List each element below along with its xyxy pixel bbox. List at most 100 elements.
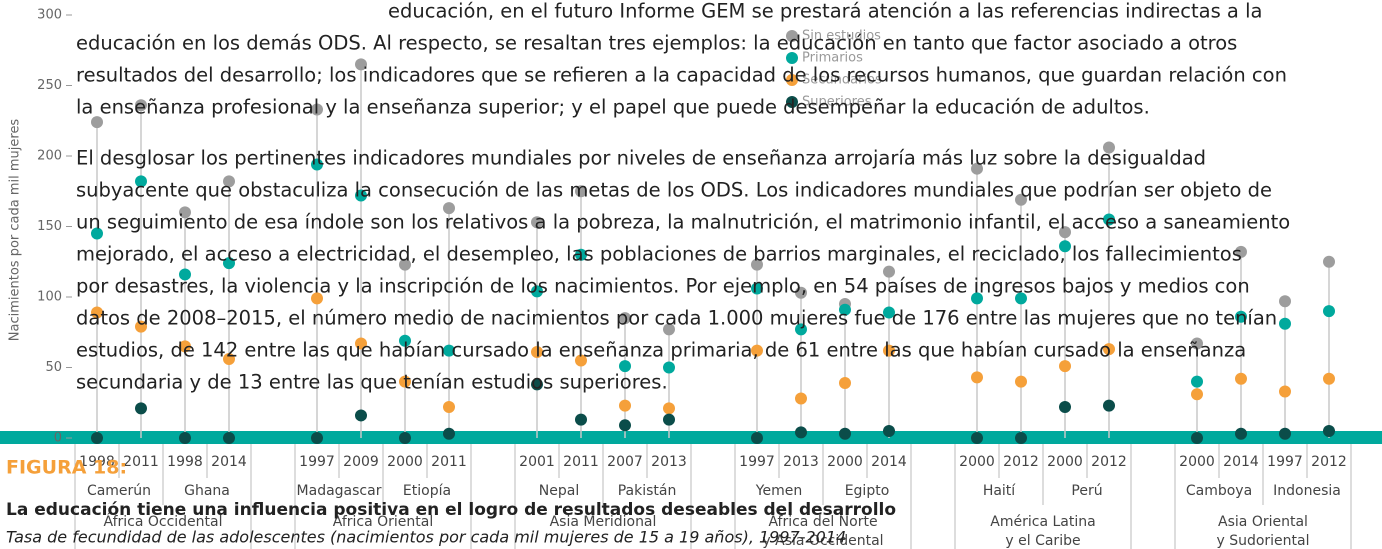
dot — [1235, 427, 1247, 440]
region-label: África Occidental — [103, 513, 222, 530]
dot — [179, 340, 191, 353]
x-tick-label: 2013 — [783, 454, 819, 470]
dot — [619, 360, 631, 373]
x-tick-label: 2014 — [871, 454, 907, 470]
dot — [795, 286, 807, 299]
dot — [619, 419, 631, 432]
dot — [1191, 432, 1203, 444]
dot — [663, 402, 675, 415]
x-tick-label: 2011 — [123, 454, 159, 470]
dot — [1323, 424, 1335, 437]
country-label: Madagascar — [297, 483, 382, 499]
dot — [751, 282, 763, 295]
dot — [91, 432, 103, 444]
x-tick-label: 1998 — [167, 454, 203, 470]
dot — [619, 399, 631, 412]
x-tick-label: 2014 — [211, 454, 247, 470]
dot — [399, 375, 411, 388]
dot — [135, 402, 147, 415]
dot — [91, 227, 103, 240]
country-label: Egipto — [845, 483, 890, 499]
y-tick-label: 150 — [37, 219, 62, 234]
x-tick-label: 2011 — [563, 454, 599, 470]
legend-label: Sin estudios — [802, 29, 881, 44]
dot — [1103, 343, 1115, 356]
dot — [531, 345, 543, 358]
x-tick-label: 2012 — [1311, 454, 1347, 470]
dot — [443, 202, 455, 215]
dot — [619, 312, 631, 325]
country-label: Pakistán — [618, 483, 677, 499]
dot — [1235, 372, 1247, 385]
region-label: Asia Oriental — [1218, 514, 1308, 530]
legend-swatch — [786, 30, 798, 42]
x-tick-label: 2013 — [651, 454, 687, 470]
dot — [311, 103, 323, 116]
x-tick-label: 2000 — [959, 454, 995, 470]
legend-swatch — [786, 74, 798, 86]
region-label: Asia Meridional — [550, 514, 657, 530]
dot — [1235, 310, 1247, 323]
dot — [179, 268, 191, 281]
dot — [971, 432, 983, 444]
region-label: y Sudoriental — [1216, 533, 1309, 549]
country-label: Yemen — [755, 483, 802, 499]
body-line: El desglosar los pertinentes indicadores… — [76, 147, 1206, 170]
dot — [751, 432, 763, 444]
dot — [1015, 193, 1027, 206]
dot — [1191, 388, 1203, 401]
x-tick-label: 2000 — [827, 454, 863, 470]
dot — [971, 371, 983, 384]
dot — [399, 334, 411, 347]
x-tick-label: 2007 — [607, 454, 643, 470]
country-label: Camerún — [87, 483, 151, 499]
dot — [751, 258, 763, 271]
dot — [355, 189, 367, 202]
x-tick-label: 2000 — [1179, 454, 1215, 470]
dot — [1059, 400, 1071, 413]
x-tick-label: 2012 — [1091, 454, 1127, 470]
dot — [531, 378, 543, 391]
y-tick-label: 250 — [37, 78, 62, 93]
body-line: educación en los demás ODS. Al respecto,… — [76, 32, 1237, 55]
y-tick-label: 200 — [37, 149, 62, 164]
dot — [663, 323, 675, 336]
dot — [795, 323, 807, 336]
x-tick-label: 1997 — [299, 454, 335, 470]
body-line: mejorado, el acceso a electricidad, el d… — [76, 243, 1242, 266]
dot — [311, 432, 323, 444]
country-label: Perú — [1071, 483, 1102, 499]
dot — [1191, 375, 1203, 388]
legend-label: Secundarios — [802, 73, 882, 88]
dot — [971, 162, 983, 175]
country-label: Ghana — [184, 483, 230, 499]
country-label: Camboya — [1186, 483, 1252, 499]
x-tick-label: 2014 — [1223, 454, 1259, 470]
region-label: África del Norte — [768, 513, 877, 530]
dot — [575, 354, 587, 367]
y-tick-label: 0 — [54, 431, 62, 446]
dot — [1191, 337, 1203, 350]
dot — [223, 432, 235, 444]
region-label: América Latina — [990, 514, 1095, 530]
dot — [399, 432, 411, 444]
dot — [1279, 295, 1291, 308]
dot — [883, 306, 895, 319]
dot — [1279, 317, 1291, 330]
region-label: y Asia Occidental — [762, 533, 883, 549]
dot — [575, 185, 587, 198]
dot — [1279, 427, 1291, 440]
dot — [839, 303, 851, 316]
body-line: secundaria y de 13 entre las que tenían … — [76, 371, 668, 394]
dot — [1015, 432, 1027, 444]
y-tick-label: 100 — [37, 290, 62, 305]
chart-subtitle: Tasa de fecundidad de las adolescentes (… — [6, 528, 846, 547]
dot — [223, 353, 235, 366]
country-label: Nepal — [539, 483, 579, 499]
legend-swatch — [786, 52, 798, 64]
body-line: resultados del desarrollo; los indicador… — [76, 64, 1287, 87]
dot — [1323, 305, 1335, 318]
y-tick-label: 50 — [45, 360, 62, 375]
dot — [663, 413, 675, 426]
